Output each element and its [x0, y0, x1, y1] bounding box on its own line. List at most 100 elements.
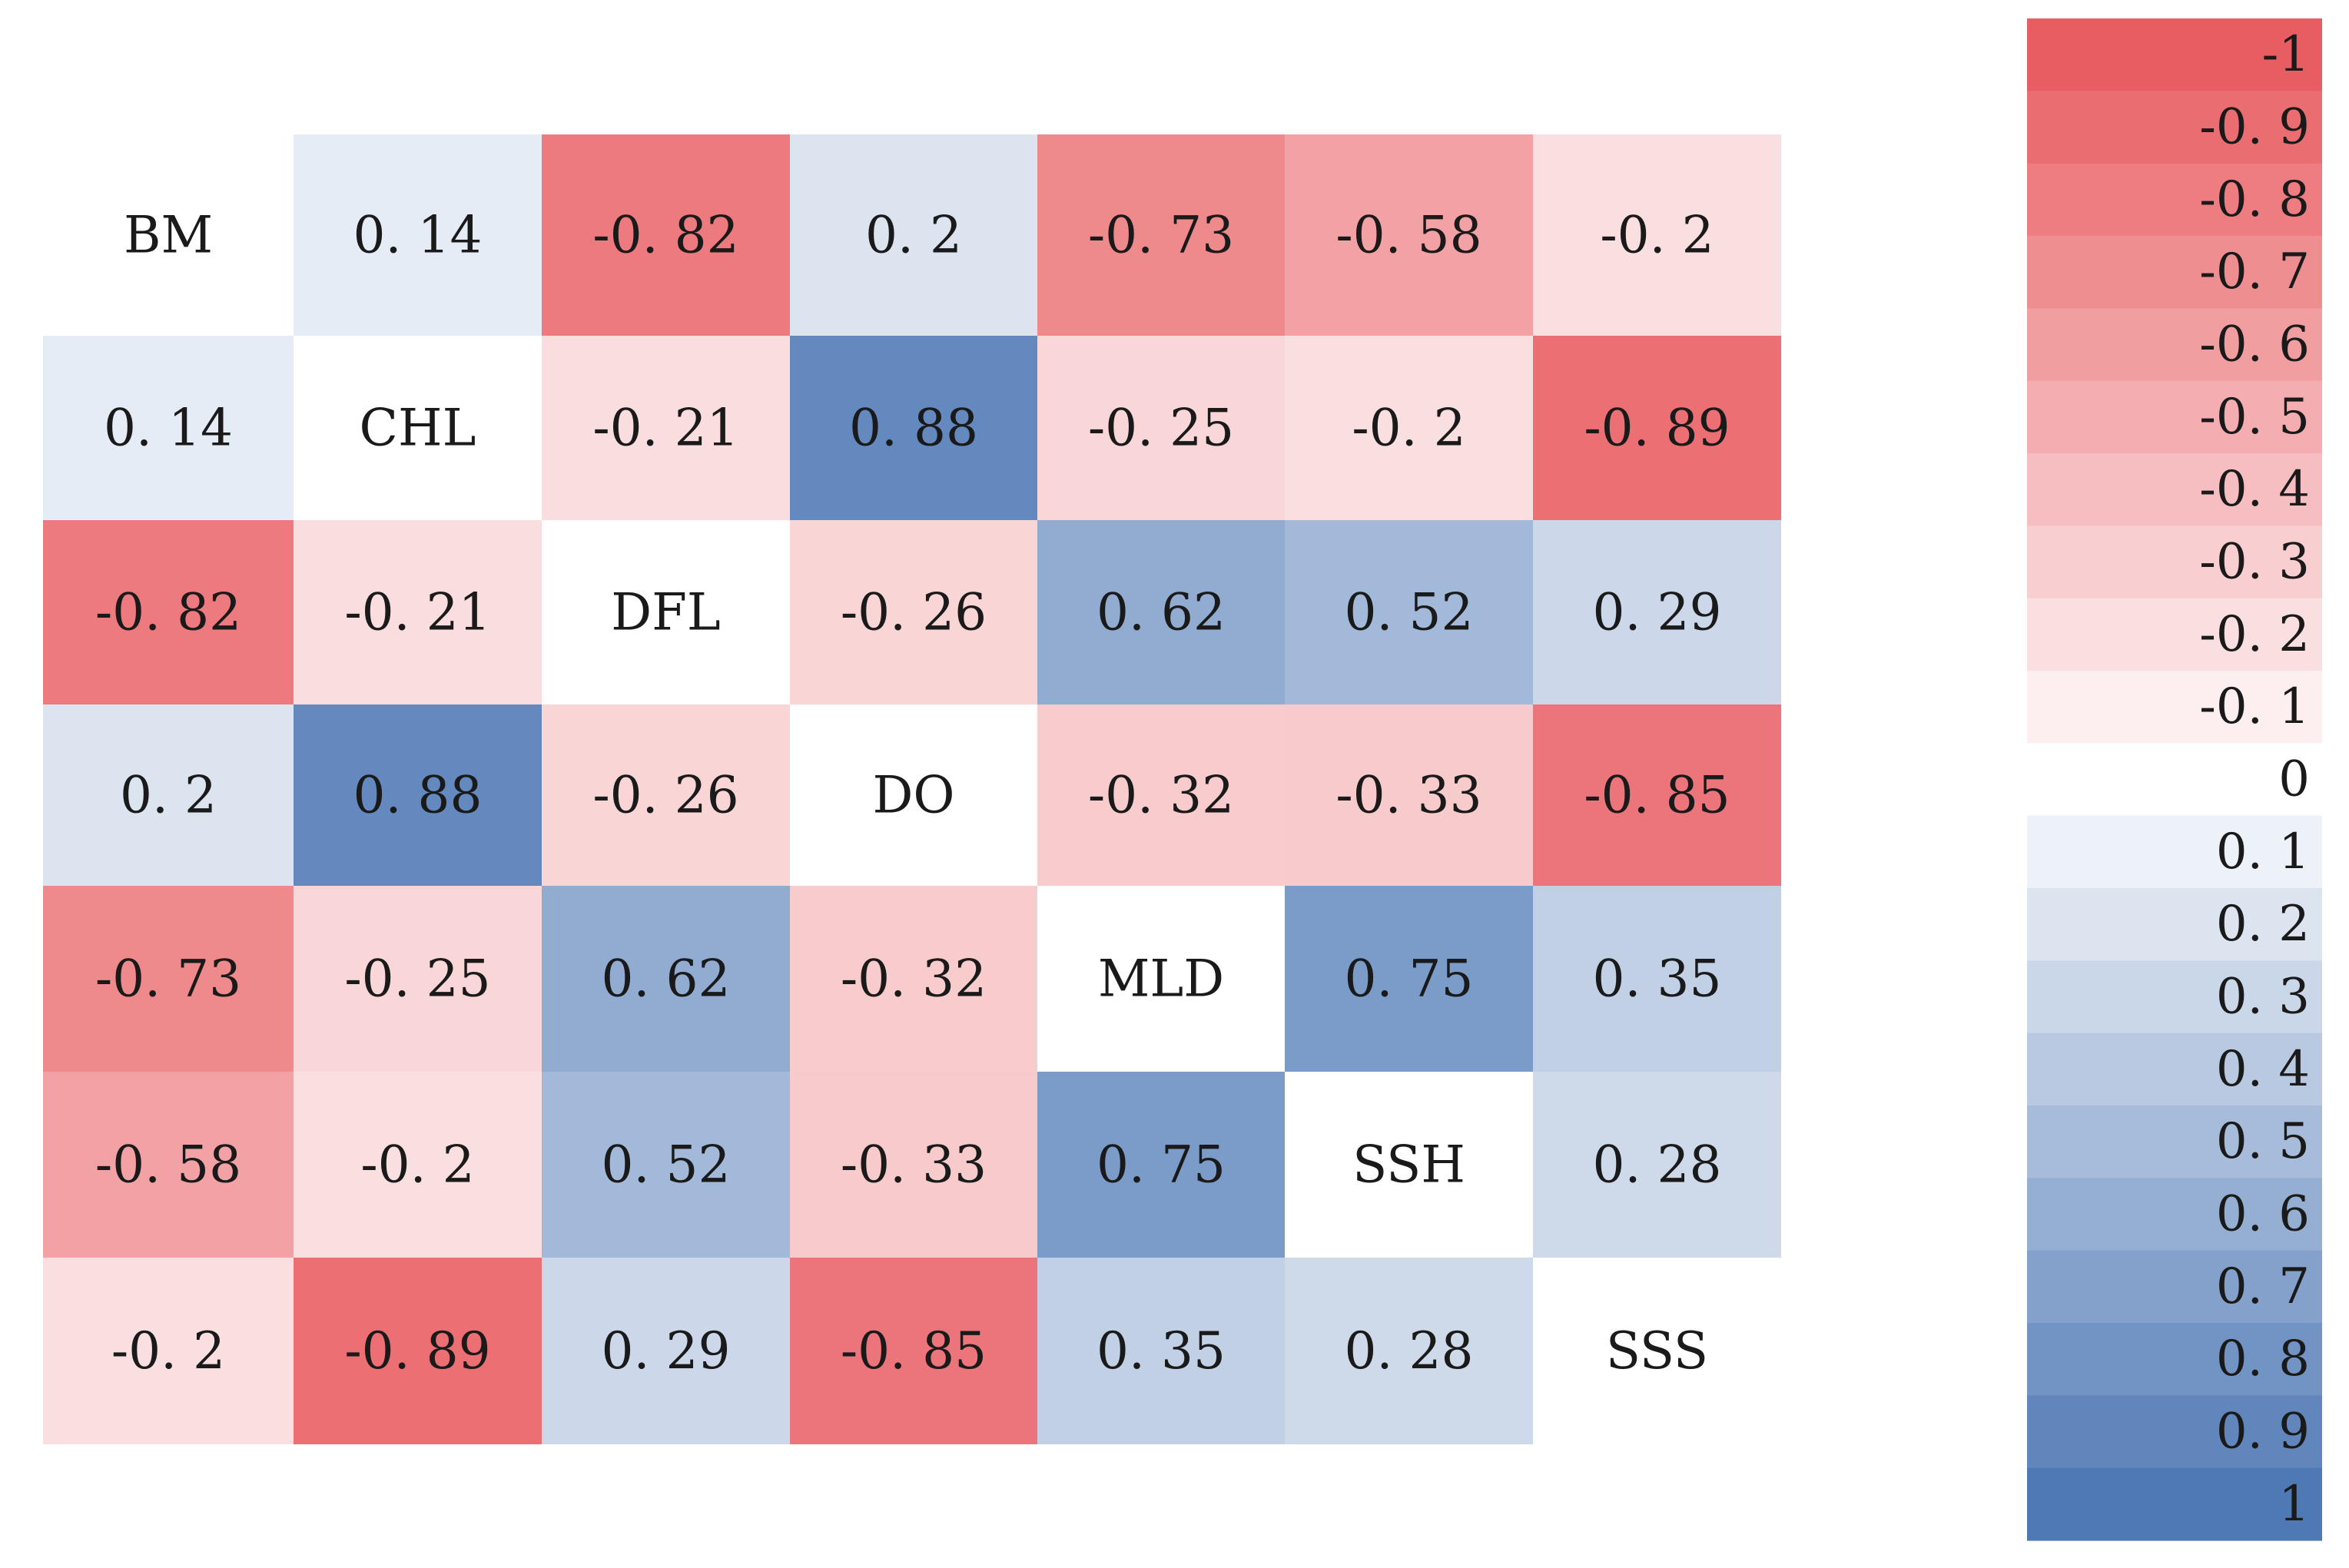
- colorbar-segment-15: [2027, 1106, 2322, 1178]
- heatmap-cell-r2-c1: [294, 520, 542, 704]
- cell-value-label-r3-c0: 0. 2: [120, 766, 217, 825]
- colorbar-tick-label-7: -0. 3: [2199, 534, 2310, 591]
- heatmap-cell-r2-c6: [1533, 520, 1781, 704]
- heatmap-cell-r6-c4: [1037, 1258, 1285, 1444]
- colorbar-segment-3: [2027, 236, 2322, 309]
- cell-value-label-r4-c1: -0. 25: [344, 950, 490, 1009]
- colorbar-segment-2: [2027, 163, 2322, 237]
- variable-label-sss: SSS: [1606, 1321, 1708, 1381]
- cell-value-label-r0-c2: -0. 82: [592, 206, 738, 265]
- heatmap-cell-r0-c6: [1533, 134, 1781, 336]
- variable-label-mld: MLD: [1098, 950, 1224, 1009]
- cell-value-label-r0-c6: -0. 2: [1600, 206, 1714, 265]
- cell-value-label-r6-c5: 0. 28: [1345, 1321, 1474, 1381]
- cell-value-label-r4-c0: -0. 73: [95, 950, 241, 1009]
- colorbar-tick-label-5: -0. 5: [2199, 389, 2310, 446]
- heatmap-cell-r6-c3: [790, 1258, 1037, 1444]
- heatmap-cell-r1-c6: [1533, 336, 1781, 520]
- colorbar-tick-label-12: 0. 2: [2216, 896, 2310, 953]
- heatmap-cell-r1-c4: [1037, 336, 1285, 520]
- colorbar-tick-label-9: -0. 1: [2199, 678, 2310, 735]
- cell-value-label-r2-c0: -0. 82: [95, 583, 241, 642]
- cell-value-label-r6-c1: -0. 89: [344, 1321, 490, 1381]
- colorbar-tick-label-2: -0. 8: [2199, 171, 2310, 228]
- colorbar-segment-6: [2027, 453, 2322, 526]
- colorbar-tick-label-0: -1: [2262, 26, 2310, 83]
- heatmap-cell-r2-c3: [790, 520, 1037, 704]
- heatmap-cell-r0-c4: [1037, 134, 1285, 336]
- colorbar-segment-12: [2027, 888, 2322, 961]
- colorbar-segment-0: [2027, 18, 2322, 91]
- colorbar-tick-label-10: 0: [2278, 751, 2310, 808]
- heatmap-cells: [43, 134, 1781, 1444]
- heatmap-cell-r4-c3: [790, 886, 1037, 1072]
- heatmap-cell-r5-c4: [1037, 1072, 1285, 1258]
- colorbar-segment-5: [2027, 380, 2322, 454]
- variable-label-dfl: DFL: [611, 583, 721, 642]
- heatmap-cell-r1-c3: [790, 336, 1037, 520]
- heatmap-cell-r1-c2: [542, 336, 790, 520]
- colorbar-segment-18: [2027, 1323, 2322, 1396]
- cell-value-label-r3-c1: 0. 88: [353, 766, 483, 825]
- cell-value-label-r4-c6: 0. 35: [1593, 950, 1722, 1009]
- cell-value-label-r6-c2: 0. 29: [602, 1321, 731, 1381]
- cell-value-label-r5-c3: -0. 33: [841, 1135, 987, 1195]
- heatmap-cell-labels: BM 0. 14 -0. 82 0. 2 -0. 73 -0. 58 -0. 2 0. 14 C…: [95, 206, 1730, 1381]
- colorbar-segment-9: [2027, 671, 2322, 744]
- variable-label-chl: CHL: [360, 399, 476, 458]
- diagonal-cell-ssh: [1285, 1072, 1533, 1258]
- cell-value-label-r0-c4: -0. 73: [1088, 206, 1234, 265]
- variable-label-bm: BM: [124, 206, 213, 265]
- diagonal-cell-mld: [1037, 886, 1285, 1072]
- colorbar-segment-11: [2027, 815, 2322, 889]
- colorbar-segment-7: [2027, 525, 2322, 599]
- cell-value-label-r2-c5: 0. 52: [1345, 583, 1474, 642]
- cell-value-label-r0-c3: 0. 2: [865, 206, 962, 265]
- heatmap-cell-r5-c1: [294, 1072, 542, 1258]
- heatmap-cell-r6-c2: [542, 1258, 790, 1444]
- cell-value-label-r4-c5: 0. 75: [1345, 950, 1474, 1009]
- heatmap-cell-r4-c5: [1285, 886, 1533, 1072]
- cell-value-label-r2-c1: -0. 21: [344, 583, 490, 642]
- cell-value-label-r3-c2: -0. 26: [592, 766, 738, 825]
- diagonal-cell-chl: [294, 336, 542, 520]
- heatmap-cell-r4-c6: [1533, 886, 1781, 1072]
- heatmap-cell-r5-c0: [43, 1072, 294, 1258]
- diagonal-cell-do: [790, 704, 1037, 886]
- colorbar-segment-19: [2027, 1395, 2322, 1469]
- cell-value-label-r4-c3: -0. 32: [841, 950, 987, 1009]
- heatmap-cell-r6-c1: [294, 1258, 542, 1444]
- cell-value-label-r6-c3: -0. 85: [841, 1321, 987, 1381]
- heatmap-cell-r5-c6: [1533, 1072, 1781, 1258]
- colorbar-segment-1: [2027, 91, 2322, 164]
- cell-value-label-r0-c1: 0. 14: [353, 206, 483, 265]
- variable-label-ssh: SSH: [1352, 1135, 1465, 1195]
- heatmap-cell-r0-c2: [542, 134, 790, 336]
- colorbar-tick-label-17: 0. 7: [2216, 1258, 2310, 1315]
- cell-value-label-r6-c0: -0. 2: [111, 1321, 225, 1381]
- colorbar-segment-8: [2027, 598, 2322, 671]
- colorbar-tick-labels: -1 -0. 9 -0. 8 -0. 7 -0. 6 -0. 5 -0. 4 -0. 3 -0.…: [2199, 26, 2310, 1533]
- cell-value-label-r0-c5: -0. 58: [1335, 206, 1481, 265]
- cell-value-label-r1-c5: -0. 2: [1352, 399, 1465, 458]
- heatmap-cell-r1-c0: [43, 336, 294, 520]
- heatmap-cell-r3-c5: [1285, 704, 1533, 886]
- heatmap-cell-r3-c2: [542, 704, 790, 886]
- colorbar-tick-label-3: -0. 7: [2199, 244, 2310, 300]
- colorbar-segment-17: [2027, 1250, 2322, 1324]
- colorbar-segment-20: [2027, 1467, 2322, 1541]
- variable-label-do: DO: [872, 766, 954, 825]
- heatmap-cell-r4-c2: [542, 886, 790, 1072]
- colorbar-tick-label-8: -0. 2: [2199, 606, 2310, 663]
- cell-value-label-r1-c6: -0. 89: [1584, 399, 1730, 458]
- cell-value-label-r2-c6: 0. 29: [1593, 583, 1722, 642]
- heatmap-cell-r6-c5: [1285, 1258, 1533, 1444]
- heatmap-cell-r0-c5: [1285, 134, 1533, 336]
- cell-value-label-r5-c0: -0. 58: [95, 1135, 241, 1195]
- colorbar-segment-13: [2027, 960, 2322, 1034]
- heatmap-cell-r1-c5: [1285, 336, 1533, 520]
- cell-value-label-r3-c5: -0. 33: [1335, 766, 1481, 825]
- cell-value-label-r3-c4: -0. 32: [1088, 766, 1234, 825]
- cell-value-label-r5-c4: 0. 75: [1097, 1135, 1226, 1195]
